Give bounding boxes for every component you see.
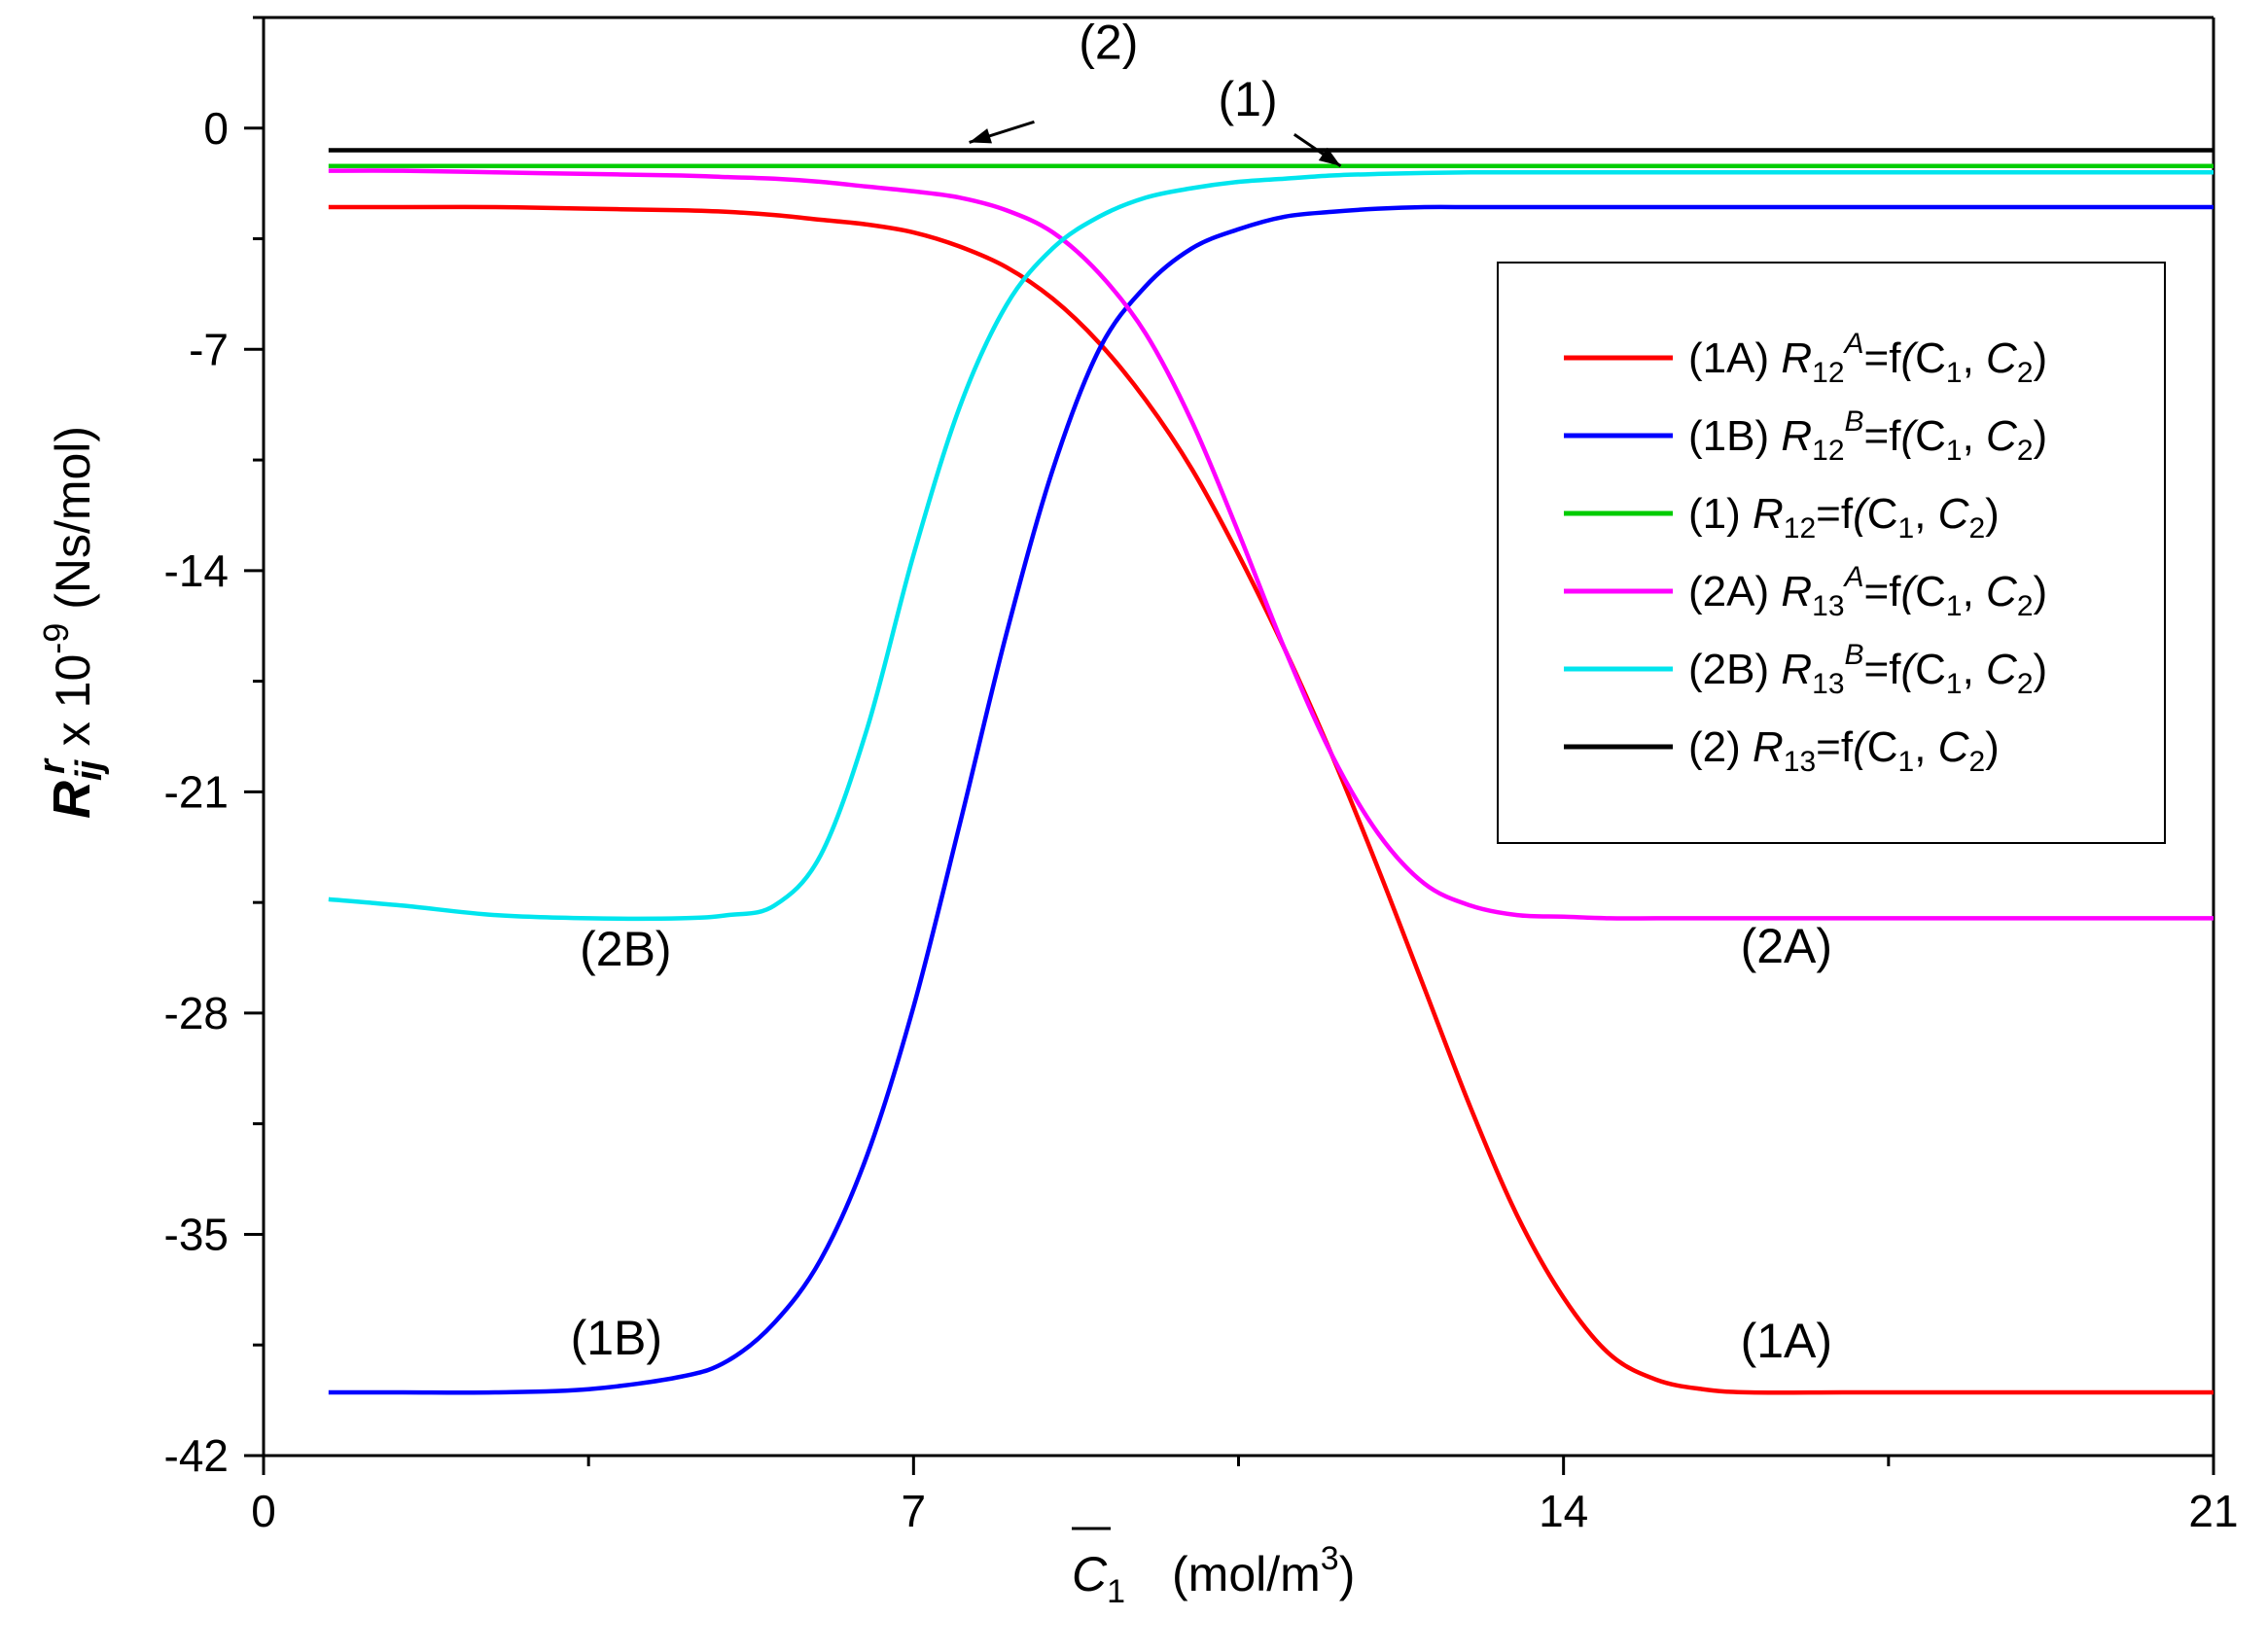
y-axis-title-exp: -9 <box>36 623 76 654</box>
y-tick-label: -42 <box>164 1430 229 1481</box>
series-layer <box>328 148 2214 1395</box>
annotation-1: (1) <box>1218 72 1277 126</box>
legend-label-1b: (1B) R12B=f(C1, C2) <box>1688 405 2047 467</box>
legend: (1A) R12A=f(C1, C2) (1B) R12B=f(C1, C2) (1… <box>1497 262 2166 844</box>
series-line-2b <box>328 169 2214 922</box>
x-axis-title-unit-close: ) <box>1339 1547 1356 1601</box>
y-axis-title: Rijr x 10-9 (Ns/mol) <box>32 426 110 819</box>
legend-label-1: (1) R12=f(C1, C2) <box>1688 490 2000 545</box>
annotation-2: (2) <box>1079 15 1138 69</box>
x-tick-label: 14 <box>1539 1486 1588 1536</box>
series-line-1b <box>328 204 2214 1395</box>
x-axis-title-symbol: C <box>1072 1547 1108 1601</box>
y-axis-title-text: Rijr x 10-9 (Ns/mol) <box>32 426 110 819</box>
x-tick-label: 7 <box>902 1486 927 1536</box>
annotation-1b: (1B) <box>571 1311 662 1365</box>
ticks-layer: 0 7 14 21 0 -7 -14 -21 -28 -35 -42 <box>164 16 2239 1536</box>
series-line-2a <box>328 168 2214 921</box>
legend-label-1a: (1A) R12A=f(C1, C2) <box>1688 328 2047 389</box>
y-tick-label: -28 <box>164 988 229 1038</box>
y-axis-title-sup: r <box>32 757 73 774</box>
legend-entries: (1A) R12A=f(C1, C2) (1B) R12B=f(C1, C2) (1… <box>1564 328 2047 778</box>
x-axis-title-unit: (mol/m <box>1172 1547 1321 1601</box>
annotation-2b: (2B) <box>580 922 671 976</box>
annotation-2a: (2A) <box>1741 919 1832 973</box>
y-tick-label: -7 <box>189 324 229 374</box>
y-axis-title-unit: (Ns/mol) <box>46 426 100 623</box>
annotation-arrow-head-2 <box>969 128 993 144</box>
x-axis-title-text: C1 (mol/m3) <box>1072 1540 1355 1610</box>
x-tick-label: 21 <box>2188 1486 2238 1536</box>
y-axis-title-symbol: R <box>43 781 101 819</box>
annotations-layer: (2B) (2A) (1B) (1A) (2) (1) <box>571 15 1832 1368</box>
y-tick-label: -14 <box>164 545 229 596</box>
annotation-1a: (1A) <box>1741 1314 1832 1368</box>
y-tick-label: -21 <box>164 766 229 817</box>
y-tick-label: 0 <box>203 103 229 154</box>
y-axis-title-sub: ij <box>69 758 110 781</box>
x-axis-title-unit-sup: 3 <box>1321 1540 1339 1577</box>
annotation-arrow-head-1 <box>1318 147 1341 166</box>
y-axis-title-rest: x 10 <box>46 654 100 759</box>
y-tick-label: -35 <box>164 1209 229 1259</box>
x-axis-title-sub: 1 <box>1107 1573 1125 1610</box>
x-axis-title: C1 (mol/m3) <box>1072 1527 1355 1610</box>
x-tick-label: 0 <box>251 1486 276 1536</box>
legend-label-2b: (2B) R13B=f(C1, C2) <box>1688 639 2047 700</box>
legend-label-2: (2) R13=f(C1, C2) <box>1688 723 2000 778</box>
legend-label-2a: (2A) R13A=f(C1, C2) <box>1688 561 2047 622</box>
